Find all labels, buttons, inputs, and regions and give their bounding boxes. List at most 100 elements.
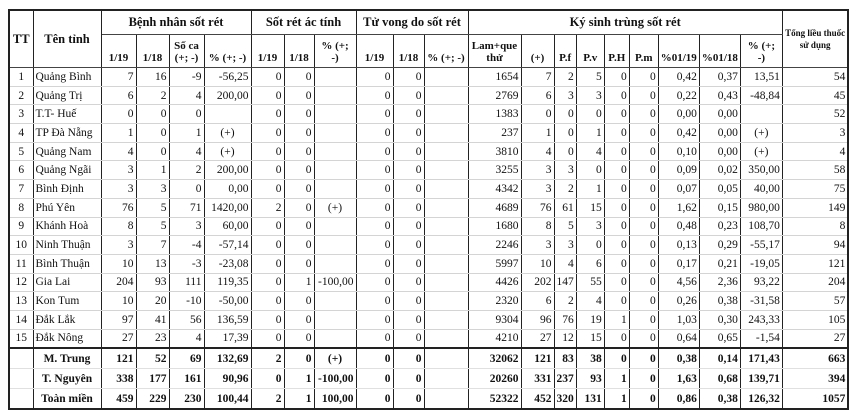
cell-value: 69 bbox=[168, 347, 205, 370]
row-number: 2 bbox=[8, 86, 34, 106]
cell-value: 0,65 bbox=[698, 329, 741, 349]
cell-value: 0,38 bbox=[657, 347, 700, 370]
subheader-patients-3: % (+; -) bbox=[203, 34, 252, 68]
cell-value: 0 bbox=[392, 347, 425, 370]
cell-value: 0 bbox=[628, 217, 659, 237]
province-name: Toàn miền bbox=[32, 388, 102, 410]
cell-value: 27 bbox=[100, 329, 137, 349]
cell-value: 0 bbox=[283, 86, 315, 106]
cell-value: 0 bbox=[283, 217, 315, 237]
province-name: T.T- Huế bbox=[32, 104, 102, 125]
province-name: Khánh Hoà bbox=[32, 217, 102, 237]
cell-value: 0 bbox=[135, 123, 170, 143]
row-number: 1 bbox=[8, 67, 34, 87]
cell-value: 0 bbox=[603, 104, 630, 125]
cell-value: 1 bbox=[575, 179, 605, 199]
table-row: 15 Đắk Nông 27 23 4 17,39 0 0 0 0 4210 27 12 15 0 0 0,64… bbox=[8, 329, 849, 349]
cell-value: 0,17 bbox=[657, 254, 700, 274]
province-name: Gia Lai bbox=[32, 273, 102, 293]
cell-value: 4 bbox=[553, 254, 577, 274]
cell-value bbox=[423, 273, 469, 293]
row-number: 4 bbox=[8, 123, 34, 143]
cell-value: 0 bbox=[250, 310, 285, 330]
table-row: 14 Đắk Lắk 97 41 56 136,59 0 0 0 0 9304 96 76 19 1 0 1,0… bbox=[8, 310, 849, 330]
cell-value: 663 bbox=[781, 347, 849, 370]
cell-value: 200,00 bbox=[203, 86, 252, 106]
cell-value: 0,00 bbox=[698, 123, 741, 143]
table-row: 4 TP Đà Nẵng 1 0 1 (+) 0 0 0 0 237 1 0 1 0 0 0,42 0,00 (+)… bbox=[8, 123, 849, 143]
cell-value: 52 bbox=[781, 104, 849, 125]
cell-value bbox=[313, 179, 357, 199]
cell-value: -10 bbox=[168, 291, 205, 311]
subheader-parasite-6: %01/19 bbox=[657, 34, 700, 68]
cell-value: 0,00 bbox=[698, 142, 741, 162]
cell-value bbox=[313, 217, 357, 237]
header-deaths: Tử vong do sốt rét bbox=[355, 9, 469, 35]
cell-value: 0,42 bbox=[657, 123, 700, 143]
cell-value: 0 bbox=[392, 273, 425, 293]
cell-value bbox=[423, 179, 469, 199]
cell-value: 0,07 bbox=[657, 179, 700, 199]
province-name: Bình Thuận bbox=[32, 254, 102, 274]
cell-value: 3 bbox=[520, 179, 555, 199]
cell-value: 3 bbox=[520, 235, 555, 255]
cell-value: 1680 bbox=[467, 217, 522, 237]
row-number: 10 bbox=[8, 235, 34, 255]
cell-value: (+) bbox=[313, 198, 357, 218]
row-number: 8 bbox=[8, 198, 34, 218]
cell-value: (+) bbox=[203, 142, 252, 162]
cell-value: 20260 bbox=[467, 368, 522, 390]
cell-value: 90,96 bbox=[203, 368, 252, 390]
cell-value bbox=[313, 67, 357, 87]
cell-value bbox=[313, 104, 357, 125]
cell-value: 204 bbox=[100, 273, 137, 293]
cell-value: (+) bbox=[313, 347, 357, 370]
cell-value: 3 bbox=[553, 235, 577, 255]
table-row: 1 Quảng Bình 7 16 -9 -56,25 0 0 0 0 1654 7 2 5 0 0 0,42 0… bbox=[8, 67, 849, 87]
cell-value: 0 bbox=[603, 273, 630, 293]
cell-value: 0 bbox=[628, 123, 659, 143]
cell-value: 171,43 bbox=[739, 347, 783, 370]
cell-value: 0 bbox=[575, 235, 605, 255]
cell-value: 56 bbox=[168, 310, 205, 330]
table-row: 5 Quảng Nam 4 0 4 (+) 0 0 0 0 3810 4 0 4 0 0 0,10 0,00 (+)… bbox=[8, 142, 849, 162]
cell-value: 121 bbox=[781, 254, 849, 274]
subheader-parasite-8: % (+; -) bbox=[739, 34, 783, 68]
cell-value bbox=[423, 310, 469, 330]
cell-value bbox=[423, 123, 469, 143]
table-row: 8 Phú Yên 76 5 71 1420,00 2 0 (+) 0 0 4689 76 61 15 0 0 1… bbox=[8, 198, 849, 218]
cell-value: 229 bbox=[135, 388, 170, 410]
cell-value bbox=[313, 142, 357, 162]
cell-value: 83 bbox=[553, 347, 577, 370]
cell-value: 0,37 bbox=[698, 67, 741, 87]
cell-value: 5 bbox=[575, 67, 605, 87]
cell-value: 0 bbox=[355, 217, 394, 237]
province-name: Đắk Nông bbox=[32, 329, 102, 349]
cell-value: 0 bbox=[250, 104, 285, 125]
subheader-parasite-2: P.f bbox=[553, 34, 577, 68]
cell-value: 0,15 bbox=[698, 198, 741, 218]
cell-value: 161 bbox=[168, 368, 205, 390]
cell-value: 0 bbox=[603, 217, 630, 237]
cell-value: 0,68 bbox=[698, 368, 741, 390]
row-number: 5 bbox=[8, 142, 34, 162]
cell-value: 0 bbox=[355, 123, 394, 143]
cell-value: 1420,00 bbox=[203, 198, 252, 218]
cell-value: 5 bbox=[135, 217, 170, 237]
cell-value: 1,62 bbox=[657, 198, 700, 218]
cell-value: (+) bbox=[739, 123, 783, 143]
cell-value: 0 bbox=[250, 273, 285, 293]
cell-value: 0 bbox=[392, 198, 425, 218]
cell-value: 0 bbox=[392, 104, 425, 125]
cell-value: 0 bbox=[553, 142, 577, 162]
cell-value: 0 bbox=[603, 142, 630, 162]
cell-value: 1 bbox=[135, 160, 170, 181]
cell-value: 350,00 bbox=[739, 160, 783, 181]
cell-value: 0 bbox=[628, 310, 659, 330]
cell-value bbox=[423, 347, 469, 370]
cell-value: 0 bbox=[628, 86, 659, 106]
cell-value: 0 bbox=[628, 347, 659, 370]
header-province: Tên tỉnh bbox=[32, 9, 102, 68]
row-number: 3 bbox=[8, 104, 34, 125]
cell-value: 7 bbox=[135, 235, 170, 255]
